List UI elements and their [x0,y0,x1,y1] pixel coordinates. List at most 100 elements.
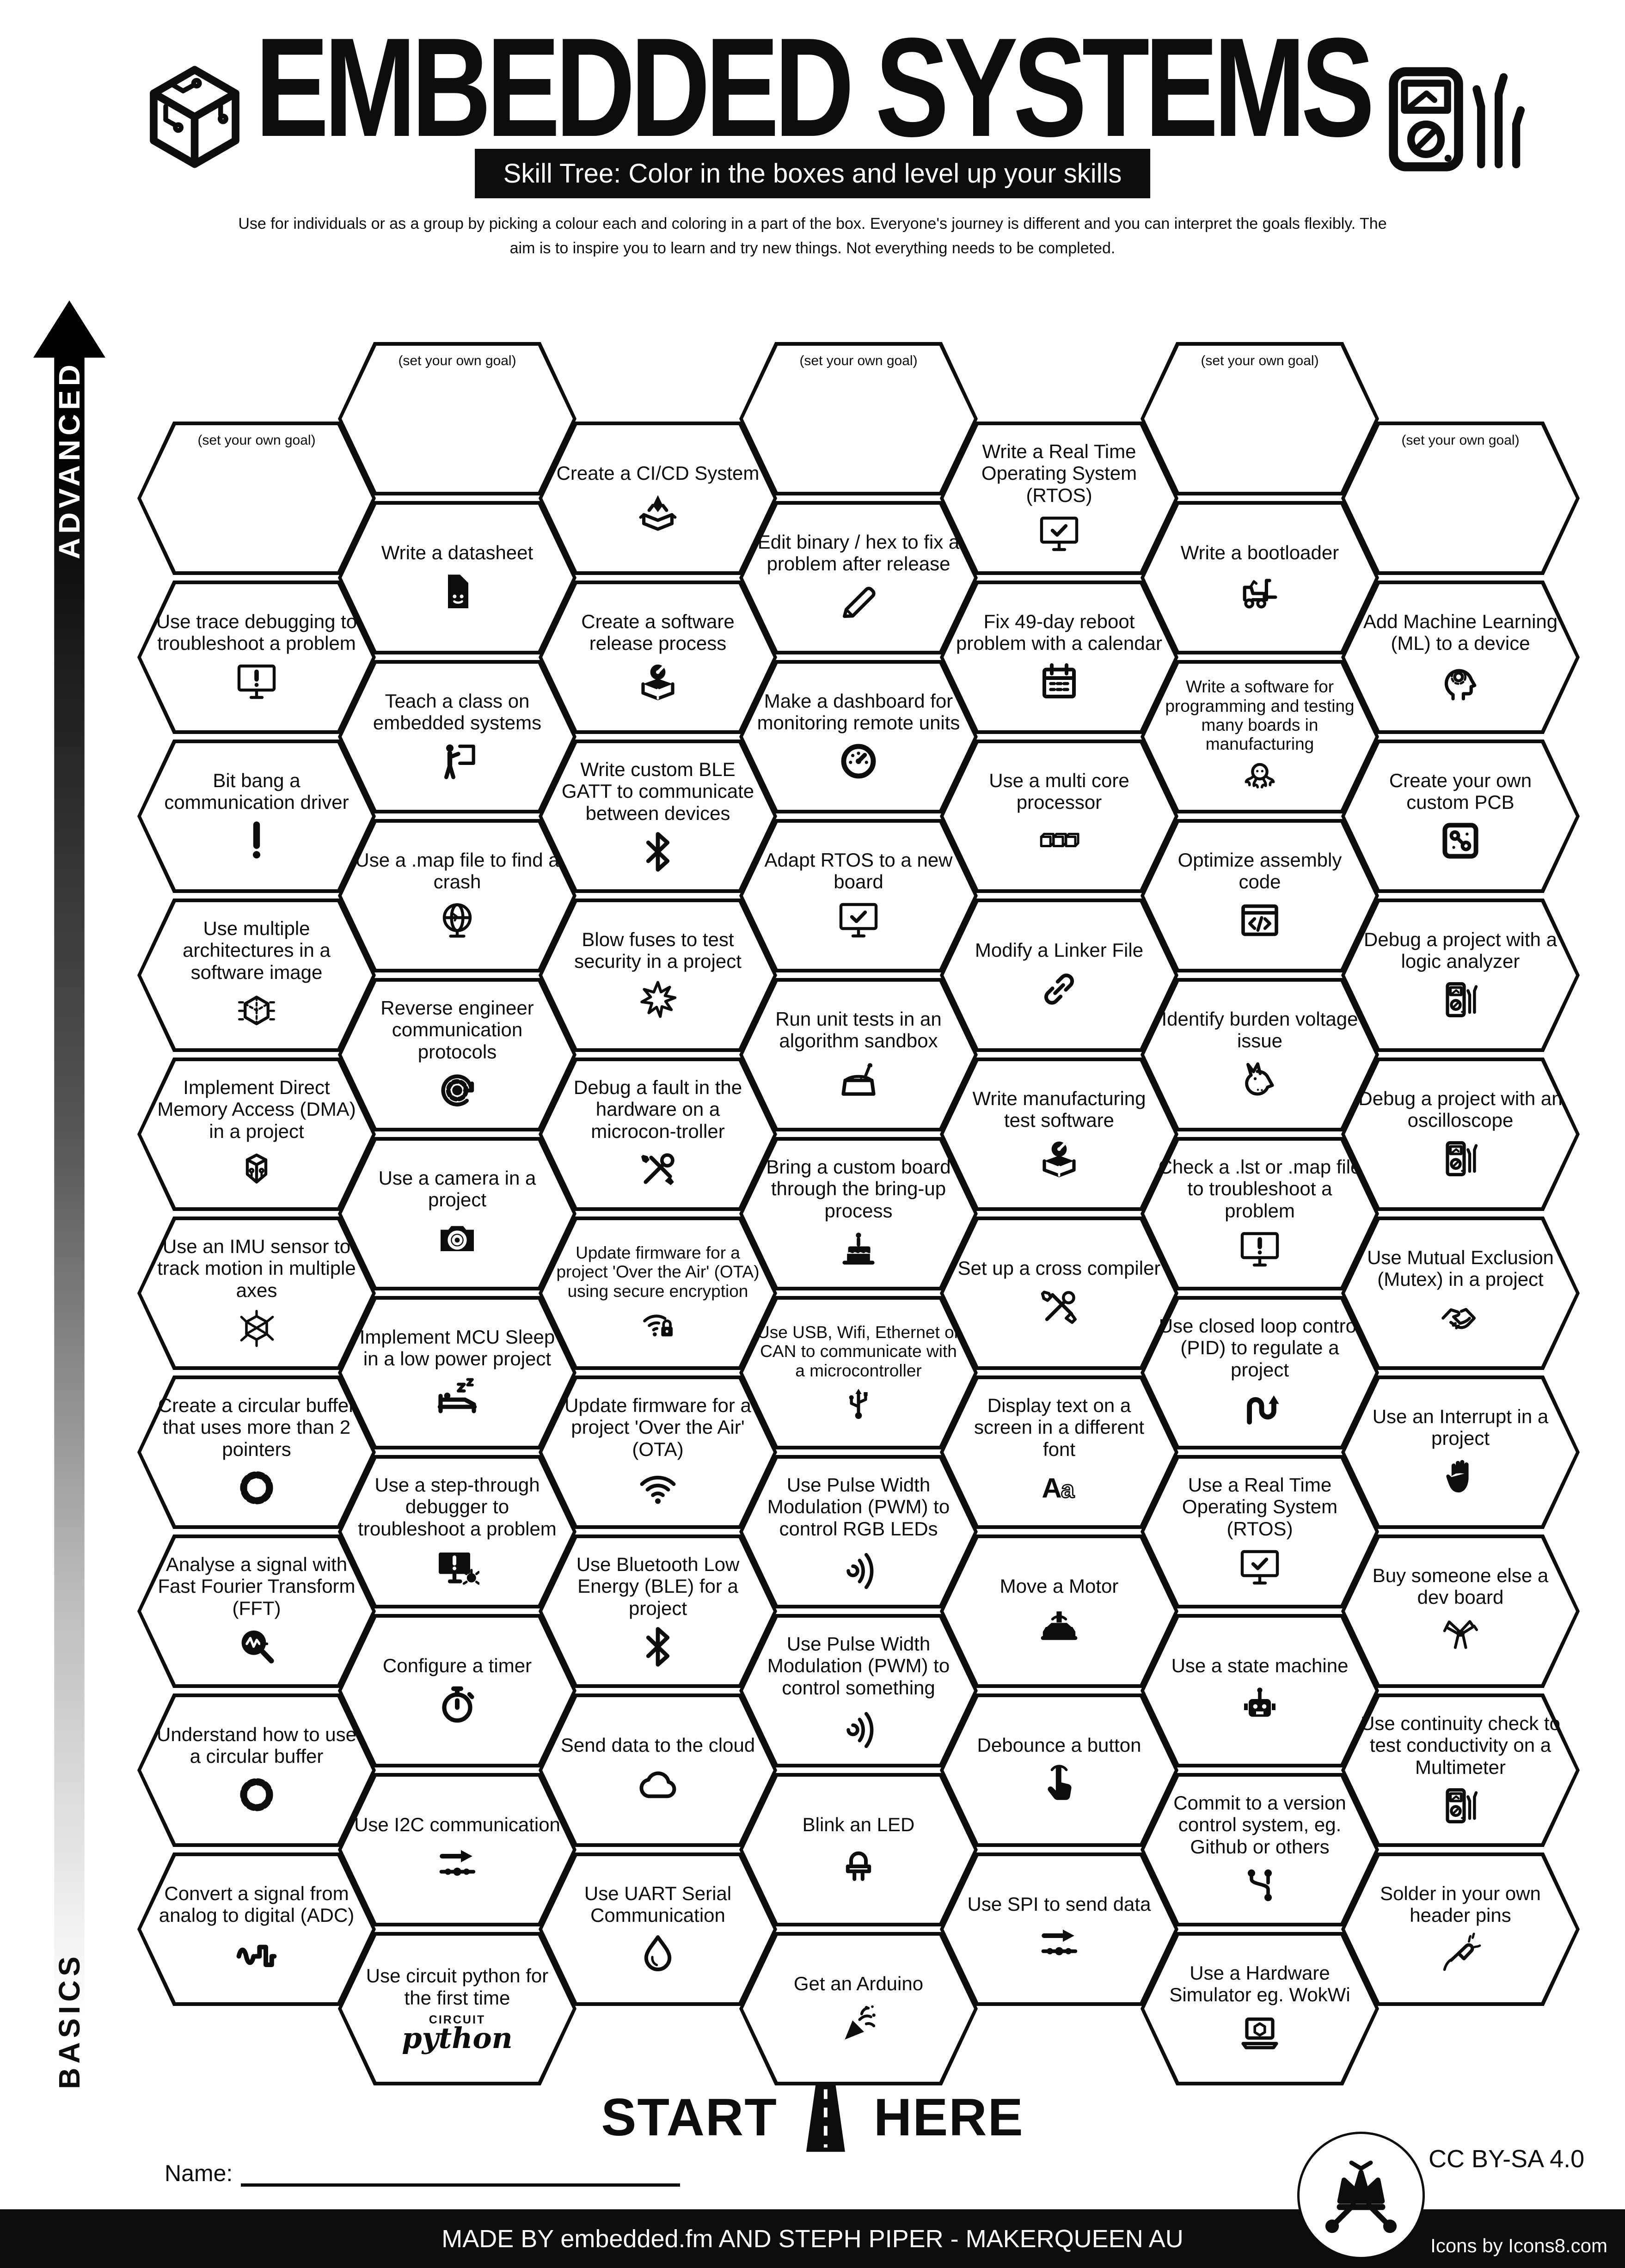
hex-label: Use a state machine [1171,1655,1349,1677]
hex-cell-c4-r5: Run unit tests in an algorithm sandbox [739,978,978,1131]
icons8-credit: Icons by Icons8.com [1430,2235,1607,2256]
wifi-icon [636,1466,680,1510]
multimeter-probes-icon [1438,1784,1483,1828]
hex-content: Run unit tests in an algorithm sandbox [755,985,962,1124]
hex-content: Use SPI to send data [956,1860,1163,1999]
hex-label: Write a bootloader [1180,542,1339,564]
hex-colorable-area [342,1300,573,1446]
hex-content: Create a software release process [554,588,761,727]
hex-cell-c3-r10: Use UART Serial Communication [539,1852,777,2006]
hex-cell-c4-r6: Bring a custom board through the bring-u… [739,1137,978,1290]
circular-buffer-icon [234,1466,279,1510]
hex-colorable-area [1144,346,1375,492]
hex-content: Debug a project with an oscilloscope [1357,1065,1564,1204]
hex-cell-c3-r9: Send data to the cloud [539,1693,777,1847]
hex-colorable-area [1144,823,1375,969]
hex-colorable-area [342,664,573,810]
hex-label: Use Pulse Width Modulation (PWM) to cont… [767,1474,950,1540]
hex-content: Fix 49-day reboot problem with a calenda… [956,588,1163,727]
bluetooth-icon [636,830,680,874]
hex-content: Use continuity check to test conductivit… [1357,1701,1564,1840]
hex-label: Bit bang a communication driver [164,769,349,813]
hex-label: Send data to the cloud [560,1734,755,1756]
hex-label: Display text on a screen in a different … [974,1394,1145,1460]
solder-iron-icon [1438,1932,1483,1976]
hex-colorable-area [141,743,372,889]
hex-content: Write a bootloader [1156,508,1363,647]
hex-colorable-area [542,1697,773,1843]
hex-colorable-area [1345,1856,1576,2002]
hex-content: Get an Arduino [755,1939,962,2078]
burst-icon [636,978,680,1022]
hex-content: Configure a timer [354,1621,561,1760]
hex-cell-c5-r5: Write manufacturing test software [940,1058,1178,1211]
hex-label: Use USB, Wifi, Ethernet or CAN to commun… [757,1322,960,1380]
name-field: Name: [165,2159,681,2187]
hex-label: Configure a timer [382,1655,532,1677]
hex-cell-c5-r7: Display text on a screen in a different … [940,1375,1178,1529]
hex-colorable-area [342,1141,573,1287]
hex-content: Edit binary / hex to fix a problem after… [755,508,962,647]
hex-label: Use SPI to send data [967,1893,1151,1915]
hex-content: Move a Motor [956,1542,1163,1681]
hex-content: Identify burden voltage issue [1156,985,1363,1124]
hex-content: Debug a project with a logic analyzer [1357,906,1564,1045]
hex-label: Implement MCU Sleep in a low power proje… [359,1326,555,1369]
hex-label: Debug a project with an oscilloscope [1358,1087,1563,1131]
hex-content: Use a state machine [1156,1621,1363,1760]
hex-cell-c7-r5: Debug a project with an oscilloscope [1341,1058,1580,1211]
bluetooth-icon [636,1625,680,1669]
hex-cell-c2-r5: Reverse engineer communication protocols [338,978,576,1131]
hex-colorable-area [944,584,1175,730]
reverse-gear-icon [435,1068,479,1113]
pwm-waves-icon [836,1545,881,1589]
hex-colorable-area [944,743,1175,889]
camera-icon [435,1216,479,1260]
hex-colorable-area [944,1856,1175,2002]
hex-content: Use Bluetooth Low Energy (BLE) for a pro… [554,1542,761,1681]
hex-colorable-area [1345,584,1576,730]
hex-cell-c7-r7: Use an Interrupt in a project [1341,1375,1580,1529]
hex-label: Optimize assembly code [1177,849,1342,893]
gradient-arrow [33,300,105,2145]
hex-colorable-area [1345,1379,1576,1525]
hex-cell-c5-r8: Move a Motor [940,1534,1178,1688]
hex-content: Commit to a version control system, eg. … [1156,1780,1363,1919]
monitor-check-icon [1238,1545,1282,1589]
hex-cell-c1-r5: Implement Direct Memory Access (DMA) in … [137,1058,376,1211]
name-underline[interactable] [241,2159,681,2187]
circuit-cube-logo-icon [137,59,252,175]
hex-label: Use UART Serial Communication [584,1882,732,1926]
hex-label: Use Mutual Exclusion (Mutex) in a projec… [1367,1246,1554,1290]
hex-cell-c5-r3: Use a multi core processor [940,740,1178,893]
bus-arrow-icon [1037,1921,1081,1965]
hex-cell-c6-r9: Use a state machine [1141,1614,1379,1767]
octopus-icon [1241,759,1278,796]
hex-cell-c4-r3: Make a dashboard for monitoring remote u… [739,660,978,813]
hex-cell-c1-r9: Understand how to use a circular buffer [137,1693,376,1847]
axis-label-advanced: ADVANCED [53,361,86,559]
git-branch-icon [1238,1863,1282,1907]
hex-cell-c3-r5: Debug a fault in the hardware on a micro… [539,1058,777,1211]
road-icon [793,2081,858,2154]
hex-label: Buy someone else a dev board [1372,1564,1549,1608]
hex-cell-c4-r2: Edit binary / hex to fix a problem after… [739,501,978,654]
hex-cell-c6-r6: Check a .lst or .map file to troubleshoo… [1141,1137,1379,1290]
hex-content: Use USB, Wifi, Ethernet or CAN to commun… [755,1303,962,1442]
led-icon [836,1841,881,1886]
hex-label: Analyse a signal with Fast Fourier Trans… [158,1553,356,1619]
goal-label: (set your own goal) [1201,353,1319,368]
hex-colorable-area [743,823,974,969]
hex-colorable-area [743,982,974,1128]
code-window-icon [1238,898,1282,942]
adc-wave-icon [234,1932,279,1976]
hex-label: Set up a cross compiler [957,1257,1161,1279]
datasheet-doc-icon [435,569,479,614]
hex-label: Use a camera in a project [378,1167,536,1210]
hex-label: Make a dashboard for monitoring remote u… [757,690,960,734]
hex-label: Update firmware for a project 'Over the … [556,1243,760,1301]
hex-content: Use UART Serial Communication [554,1860,761,1999]
hex-cell-c6-r2: Write a bootloader [1141,501,1379,654]
usb-icon [840,1386,877,1423]
hex-content: Buy someone else a dev board [1357,1542,1564,1681]
